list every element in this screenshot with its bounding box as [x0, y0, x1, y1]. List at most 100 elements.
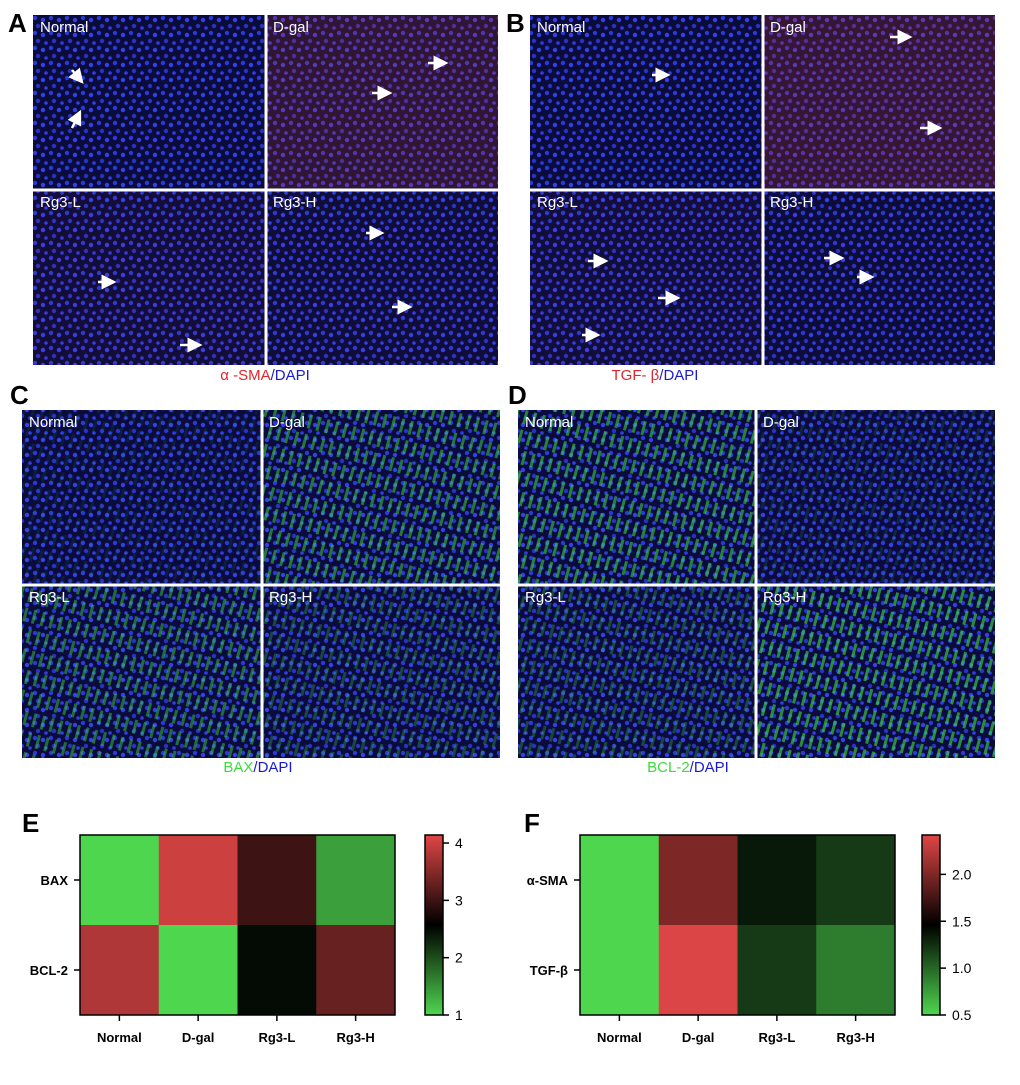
column-label: Rg3-H: [836, 1030, 874, 1045]
panel-label: Normal: [40, 19, 88, 36]
heatmap-cell: [80, 835, 160, 926]
panel-label: Rg3-H: [273, 194, 316, 211]
column-label: D-gal: [182, 1030, 215, 1045]
caption: TGF- β/DAPI: [612, 367, 699, 384]
stain-overlay: [763, 15, 995, 190]
caption-slash: /: [690, 759, 695, 776]
micrograph: [530, 15, 763, 190]
panel-label: D-gal: [273, 19, 309, 36]
caption-marker: BCL-2: [647, 759, 690, 776]
caption-dapi: DAPI: [258, 759, 293, 776]
panel-label: Normal: [525, 414, 573, 431]
micrograph: [530, 190, 763, 365]
arrow: [68, 67, 84, 84]
caption: α -SMA/DAPI: [220, 367, 310, 384]
panel-letter: A: [8, 8, 27, 38]
stain-overlay: [530, 190, 763, 365]
heatmap-cell: [237, 925, 317, 1016]
arrows: [67, 29, 943, 353]
caption-dapi: DAPI: [275, 367, 310, 384]
column-label: Rg3-L: [758, 1030, 795, 1045]
arrow: [67, 109, 82, 129]
caption-slash: /: [253, 759, 258, 776]
row-label: TGF-β: [530, 963, 568, 978]
panel-letter: F: [524, 808, 540, 838]
panel-label: Rg3-H: [770, 194, 813, 211]
heatmap-cell: [580, 925, 660, 1016]
heatmap-cell: [580, 835, 660, 926]
micrograph: [33, 15, 266, 190]
colorbar-label: 1.0: [952, 960, 972, 976]
heatmap-cell: [816, 835, 896, 926]
column-label: Normal: [597, 1030, 642, 1045]
micrograph: [763, 15, 995, 190]
panel-letter: B: [506, 8, 525, 38]
panel-label: Normal: [29, 414, 77, 431]
caption-slash: /: [659, 367, 664, 384]
panel-label: D-gal: [269, 414, 305, 431]
panel-label: Rg3-L: [525, 589, 566, 606]
colorbar-label: 4: [455, 835, 463, 851]
colorbar-label: 1: [455, 1007, 463, 1023]
panel-letter: D: [508, 380, 527, 410]
panel-label: Rg3-L: [29, 589, 70, 606]
stain-overlay: [756, 410, 995, 585]
caption-dapi: DAPI: [663, 367, 698, 384]
panel-label: Rg3-L: [537, 194, 578, 211]
heatmap-cell: [737, 925, 817, 1016]
stain-overlay: [266, 190, 498, 365]
caption: BCL-2/DAPI: [647, 759, 729, 776]
panel-label: D-gal: [763, 414, 799, 431]
colorbar: [921, 834, 941, 1016]
colorbar-label: 0.5: [952, 1007, 972, 1023]
panel-letter: E: [22, 808, 39, 838]
heatmap-cell: [316, 835, 396, 926]
heatmap-cell: [737, 835, 817, 926]
row-label: BCL-2: [30, 963, 68, 978]
heatmap-cell: [316, 925, 396, 1016]
stain-overlay: [763, 190, 995, 365]
colorbar-label: 2: [455, 950, 463, 966]
stain-overlay: [22, 410, 262, 585]
panel-letter: C: [10, 380, 29, 410]
stain-overlay: [518, 585, 756, 758]
micrograph: [33, 190, 266, 365]
stain-overlay: [262, 585, 500, 758]
heatmap-cell: [80, 925, 160, 1016]
stain-overlay: [266, 15, 498, 190]
panel-label: Rg3-H: [269, 589, 312, 606]
heatmap-frame: [79, 834, 396, 1016]
colorbar-label: 2.0: [952, 866, 972, 882]
colorbar: [424, 834, 444, 1016]
stain-overlay: [756, 585, 995, 758]
column-label: Normal: [97, 1030, 142, 1045]
colorbar-label: 1.5: [952, 913, 972, 929]
colorbar-label: 3: [455, 892, 463, 908]
heatmap-cell: [158, 835, 238, 926]
heatmap-cell: [237, 835, 317, 926]
panel-label: Rg3-H: [763, 589, 806, 606]
panel-label: D-gal: [770, 19, 806, 36]
caption-marker: BAX: [223, 759, 253, 776]
panel-label: Rg3-L: [40, 194, 81, 211]
row-label: α-SMA: [527, 873, 569, 888]
stain-overlay: [518, 410, 756, 585]
caption-marker: TGF- β: [612, 367, 660, 384]
heatmap-frame: [579, 834, 896, 1016]
panel-label: Normal: [537, 19, 585, 36]
heatmap-cell: [158, 925, 238, 1016]
heatmap-cell: [816, 925, 896, 1016]
row-label: BAX: [41, 873, 69, 888]
stain-overlay: [262, 410, 500, 585]
heatmap-cell: [658, 925, 738, 1016]
caption: BAX/DAPI: [223, 759, 292, 776]
caption-slash: /: [271, 367, 276, 384]
column-label: Rg3-L: [258, 1030, 295, 1045]
stain-overlay: [22, 585, 262, 758]
column-label: Rg3-H: [336, 1030, 374, 1045]
caption-dapi: DAPI: [694, 759, 729, 776]
micrograph: [763, 190, 995, 365]
heatmap-cell: [658, 835, 738, 926]
column-label: D-gal: [682, 1030, 715, 1045]
